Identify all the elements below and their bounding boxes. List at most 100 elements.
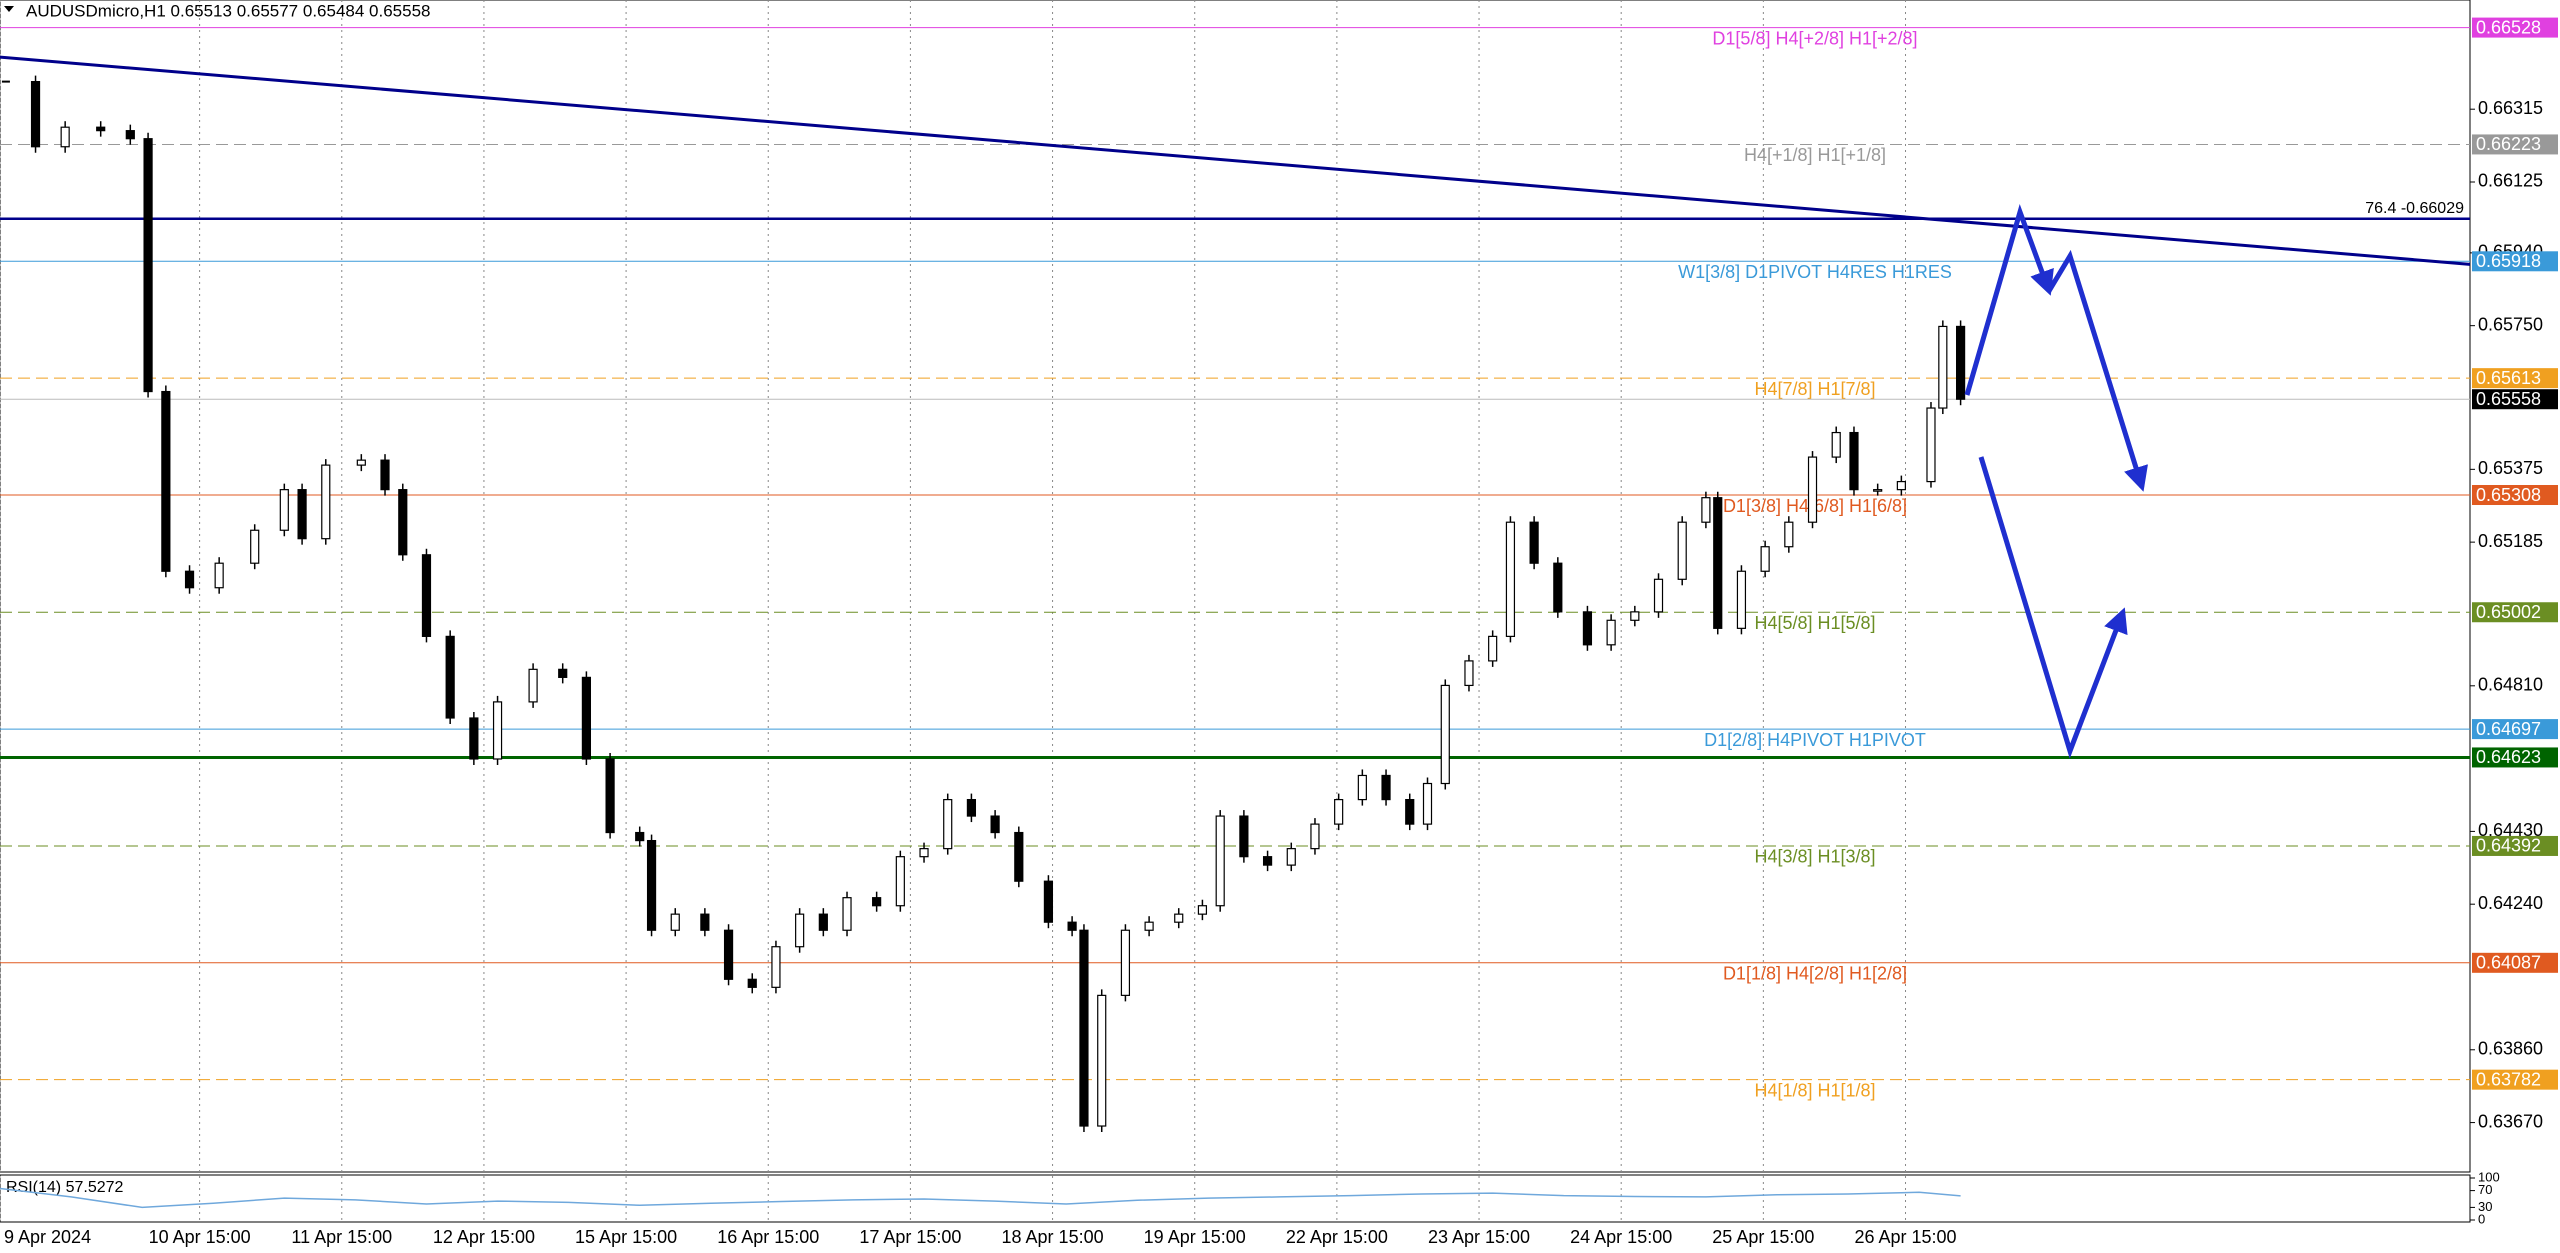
x-tick-label: 18 Apr 15:00	[1002, 1227, 1104, 1247]
candle	[321, 464, 331, 540]
price-tag	[2472, 602, 2558, 623]
price-tag	[2472, 134, 2558, 155]
candle	[528, 668, 538, 703]
candle	[214, 562, 224, 589]
candle	[1043, 880, 1054, 923]
candle	[143, 138, 153, 393]
candle	[398, 489, 408, 556]
level-label: D1[1/8] H4[2/8] H1[2/8]	[1723, 964, 1907, 984]
candle	[1529, 521, 1539, 564]
candle	[747, 978, 757, 988]
candle	[700, 913, 710, 931]
x-tick-label: 23 Apr 15:00	[1428, 1227, 1530, 1247]
candle	[1239, 815, 1249, 858]
menu-triangle[interactable]	[4, 6, 14, 12]
candle	[1079, 929, 1089, 1127]
candle	[1606, 619, 1616, 646]
candle	[581, 676, 592, 760]
fibo-label: 76.4 -0.66029	[2365, 200, 2464, 217]
candle	[771, 946, 781, 988]
candle	[1849, 431, 1859, 491]
x-tick-label: 19 Apr 15:00	[1144, 1227, 1246, 1247]
candle	[1630, 611, 1640, 621]
level-label: D1[5/8] H4[+2/8] H1[+2/8]	[1712, 28, 1917, 48]
candle	[1831, 431, 1841, 458]
level-label: D1[2/8] H4PIVOT H1PIVOT	[1704, 730, 1926, 750]
y-tick-label: 0.65185	[2478, 531, 2543, 551]
candle	[445, 635, 455, 719]
candle	[1422, 782, 1433, 825]
candle	[842, 897, 852, 931]
candle	[30, 81, 41, 148]
candle	[1582, 611, 1593, 646]
price-tag	[2472, 1069, 2558, 1090]
candle	[1873, 489, 1883, 492]
candle	[1938, 325, 1948, 409]
candle	[60, 126, 70, 148]
y-tick-label: 0.66315	[2478, 98, 2543, 118]
candle	[125, 130, 135, 140]
y-tick-label: 0.64810	[2478, 675, 2543, 695]
projection-arrow	[1964, 203, 2054, 396]
price-tag-label: 0.63782	[2476, 1069, 2541, 1089]
candle	[1440, 684, 1450, 785]
candle	[1701, 497, 1711, 523]
x-tick-label: 15 Apr 15:00	[575, 1227, 677, 1247]
candle	[605, 758, 615, 834]
candle	[1067, 921, 1077, 931]
candle	[492, 701, 503, 760]
candle	[872, 897, 882, 907]
candle	[1144, 921, 1154, 931]
x-tick-label: 12 Apr 15:00	[433, 1227, 535, 1247]
x-tick-label: 9 Apr 2024	[4, 1227, 91, 1247]
y-tick-label: 0.63860	[2478, 1039, 2543, 1059]
level-label: H4[3/8] H1[3/8]	[1754, 847, 1875, 867]
y-tick-label: 0.64240	[2478, 893, 2543, 913]
candle	[1677, 521, 1687, 580]
rsi-frame	[0, 1174, 2471, 1223]
candle	[250, 529, 260, 564]
candle	[1736, 570, 1747, 629]
price-tag	[2472, 389, 2558, 410]
candle	[990, 815, 1000, 834]
price-tag-label: 0.65308	[2476, 485, 2541, 505]
price-tag-label: 0.66223	[2476, 134, 2541, 154]
projection-arrow	[1978, 456, 2128, 759]
candle	[421, 554, 432, 637]
candle	[1653, 578, 1664, 613]
price-tag	[2472, 952, 2558, 973]
candle	[646, 839, 657, 931]
level-label: H4[+1/8] H1[+1/8]	[1744, 145, 1886, 165]
level-label: H4[7/8] H1[7/8]	[1754, 379, 1875, 399]
price-tag	[2472, 747, 2558, 768]
price-tag	[2472, 485, 2558, 506]
candle	[895, 856, 905, 907]
y-tick-label: 0.65375	[2478, 458, 2543, 478]
price-tag-label: 0.65002	[2476, 602, 2541, 622]
y-tick-label: 0.65750	[2478, 314, 2543, 334]
price-tag-label: 0.65918	[2476, 251, 2541, 271]
x-tick-label: 24 Apr 15:00	[1570, 1227, 1672, 1247]
candle	[1807, 456, 1818, 523]
candle	[795, 913, 805, 948]
rsi-tick-label: 30	[2478, 1199, 2492, 1214]
candle	[1896, 480, 1906, 491]
price-tag	[2472, 719, 2558, 740]
candle	[1286, 848, 1296, 866]
candle	[818, 913, 828, 931]
level-label: H4[1/8] H1[1/8]	[1754, 1080, 1875, 1100]
x-tick-label: 22 Apr 15:00	[1286, 1227, 1388, 1247]
candle	[1215, 815, 1225, 907]
candle	[1334, 798, 1344, 825]
x-tick-label: 16 Apr 15:00	[717, 1227, 819, 1247]
candle	[1197, 905, 1208, 915]
price-tag-label: 0.64697	[2476, 719, 2541, 739]
candle	[1784, 521, 1794, 548]
candle	[356, 459, 366, 466]
candle	[1926, 407, 1936, 483]
price-tag	[2472, 17, 2558, 38]
candle	[96, 126, 106, 132]
